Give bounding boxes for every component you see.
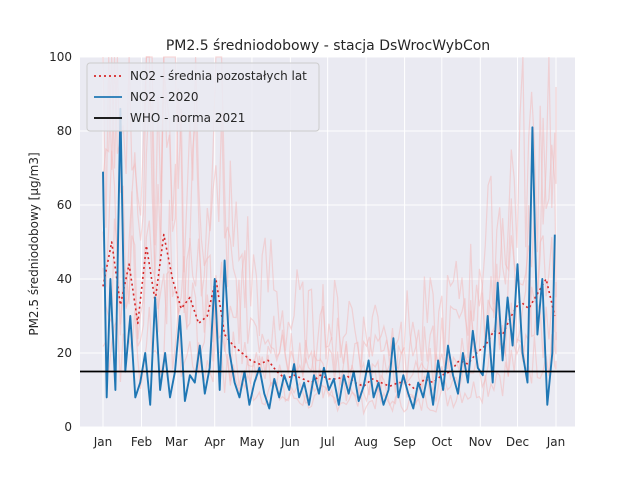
- y-tick-label: 100: [49, 50, 72, 64]
- x-tick-label: Jan: [546, 435, 566, 449]
- x-tick-label: Sep: [393, 435, 416, 449]
- x-tick-label: Mar: [165, 435, 188, 449]
- chart-title: PM2.5 średniodobowy - stacja DsWrocWybCo…: [166, 38, 490, 54]
- y-tick-label: 60: [57, 198, 72, 212]
- x-tick-label: Jun: [280, 435, 300, 449]
- x-tick-label: Dec: [506, 435, 529, 449]
- y-tick-label: 20: [57, 346, 72, 360]
- x-tick-label: Jul: [319, 435, 334, 449]
- x-tick-label: Oct: [431, 435, 452, 449]
- y-tick-label: 0: [64, 420, 72, 434]
- x-axis-ticks: Jan Feb Mar Apr May Jun Jul Aug Sep Oct Nov Dec Jan: [93, 435, 566, 449]
- x-tick-label: Apr: [204, 435, 225, 449]
- legend: NO2 - średnia pozostałych lat NO2 - 2020 W…: [86, 62, 320, 132]
- legend-label: NO2 - średnia pozostałych lat: [130, 69, 307, 83]
- legend-label: NO2 - 2020: [130, 90, 199, 104]
- x-tick-label: Jan: [93, 435, 113, 449]
- y-axis-label: PM2.5 średniodobowy [µg/m3]: [27, 152, 41, 335]
- x-tick-label: Aug: [354, 435, 377, 449]
- series-group: [80, 107, 575, 410]
- legend-box: [86, 62, 320, 132]
- current-year-series-line: [102, 107, 556, 410]
- x-tick-label: May: [240, 435, 265, 449]
- other-year-trace: [102, 199, 557, 407]
- y-axis-ticks: 0 20 40 60 80 100: [49, 50, 72, 434]
- avg-series-line: [102, 233, 556, 391]
- y-tick-label: 40: [57, 272, 72, 286]
- x-tick-label: Nov: [469, 435, 492, 449]
- legend-label: WHO - norma 2021: [130, 111, 245, 125]
- other-year-trace: [102, 56, 557, 371]
- y-tick-label: 80: [57, 124, 72, 138]
- x-tick-label: Feb: [131, 435, 152, 449]
